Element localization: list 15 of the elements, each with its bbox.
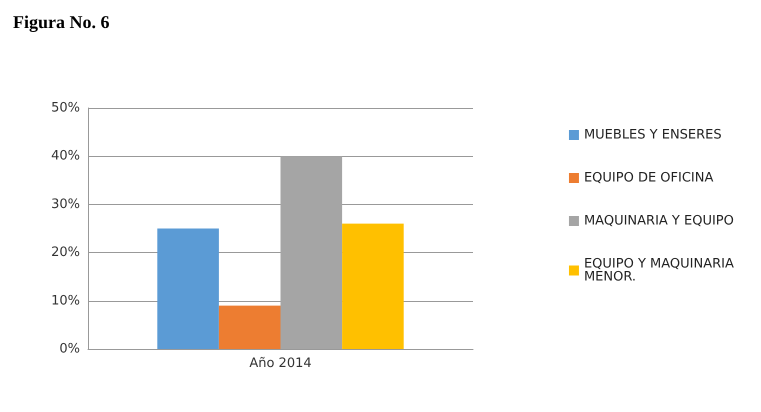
y-tick-label: 50% [51, 100, 80, 116]
y-tick-label: 20% [51, 245, 80, 260]
legend-label: MUEBLES Y ENSERES [584, 128, 722, 142]
bar [157, 228, 219, 349]
chart-title: Figura No. 6 [13, 12, 110, 32]
bar [342, 224, 404, 349]
x-tick-label: Año 2014 [249, 356, 312, 371]
y-tick-label: 10% [51, 293, 80, 308]
y-tick-label: 40% [51, 148, 80, 164]
legend-label: EQUIPO Y MAQUINARIA MENOR. [584, 256, 738, 284]
legend-label: EQUIPO DE OFICINA [584, 170, 714, 186]
bar [218, 306, 280, 349]
y-tick-label: 30% [51, 196, 80, 212]
legend-label: MAQUINARIA Y EQUIPO [584, 214, 734, 228]
y-tick-label: 0% [59, 342, 80, 356]
